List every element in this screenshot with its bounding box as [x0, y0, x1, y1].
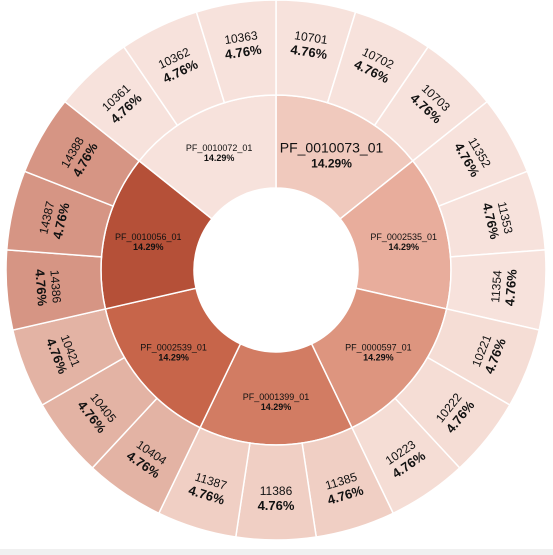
inner-label-pf-0002539-01: PF_0002539_01 [140, 343, 207, 353]
inner-pct-pf-0002539-01: 14.29% [158, 353, 189, 363]
outer-label-10701: 10701 [293, 28, 328, 47]
inner-label-pf-0010073-01: PF_0010073_01 [280, 140, 384, 156]
outer-pct-10701: 4.76% [290, 42, 329, 62]
outer-segment-10363[interactable] [195, 0, 277, 104]
inner-label-pf-0002535-01: PF_0002535_01 [370, 232, 437, 242]
inner-label-pf-0001399-01: PF_0001399_01 [243, 392, 310, 402]
outer-label-11386: 11386 [260, 484, 293, 498]
inner-pct-pf-0002535-01: 14.29% [388, 242, 419, 252]
inner-label-pf-0000597-01: PF_0000597_01 [345, 343, 412, 353]
outer-pct-10363: 4.76% [224, 42, 263, 62]
inner-label-pf-0010056-01: PF_0010056_01 [115, 232, 182, 242]
outer-pct-14386: 4.76% [32, 269, 50, 307]
inner-pct-pf-0010072-01: 14.29% [204, 153, 235, 163]
inner-ring [100, 94, 452, 446]
inner-label-pf-0010072-01: PF_0010072_01 [186, 143, 253, 153]
inner-pct-pf-0000597-01: 14.29% [363, 353, 394, 363]
outer-label-11354: 11354 [488, 269, 504, 303]
outer-pct-11354: 4.76% [502, 268, 520, 306]
outer-label-14386: 14386 [47, 269, 63, 304]
outer-label-10363: 10363 [223, 28, 258, 47]
inner-pct-pf-0010056-01: 14.29% [133, 242, 164, 252]
inner-pct-pf-0010073-01: 14.29% [311, 157, 352, 171]
inner-pct-pf-0001399-01: 14.29% [261, 402, 292, 412]
outer-ring [5, 0, 547, 541]
inner-ring-labels: PF_0010073_0114.29%PF_0002535_0114.29%PF… [115, 140, 437, 412]
outer-pct-11386: 4.76% [258, 498, 295, 513]
bottom-scrollbar-strip [0, 549, 553, 555]
